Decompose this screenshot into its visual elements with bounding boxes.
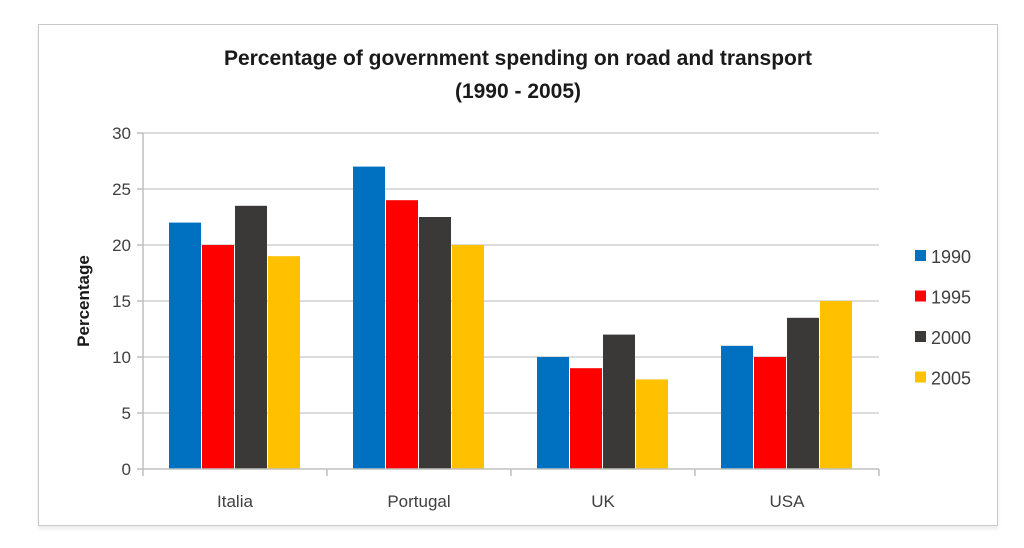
legend-label-1995: 1995 <box>931 288 971 308</box>
bar-uk-2005 <box>636 379 668 469</box>
bar-usa-2005 <box>820 301 852 469</box>
legend-swatch-2005 <box>915 371 926 383</box>
bar-usa-1995 <box>754 357 786 469</box>
bar-usa-2000 <box>787 317 819 469</box>
y-tick-label: 10 <box>112 348 131 367</box>
chart-subtitle: (1990 - 2005) <box>455 80 581 103</box>
bar-italia-2005 <box>268 256 300 469</box>
x-axis: Italia Portugal UK USA <box>142 468 880 511</box>
legend-swatch-1995 <box>915 290 926 302</box>
bar-uk-1990 <box>537 357 569 469</box>
legend-label-1990: 1990 <box>931 247 971 267</box>
legend-swatch-2000 <box>915 331 926 342</box>
bars <box>169 166 852 470</box>
bar-uk-2000 <box>603 334 635 469</box>
legend-label-2005: 2005 <box>931 369 971 389</box>
y-tick-label: 30 <box>112 124 131 143</box>
y-axis-ticks: 0 5 10 15 20 25 30 <box>112 124 144 479</box>
legend: 1990 1995 2000 2005 <box>915 247 971 389</box>
bar-usa-1990 <box>721 345 753 469</box>
y-tick-label: 5 <box>122 404 131 423</box>
legend-swatch-1990 <box>915 250 926 261</box>
y-tick-label: 0 <box>122 460 131 479</box>
bar-portugal-2000 <box>419 217 451 469</box>
x-category-label: USA <box>770 492 806 511</box>
bar-italia-2000 <box>235 205 267 470</box>
bar-portugal-1995 <box>386 200 418 469</box>
bar-portugal-2005 <box>452 245 484 469</box>
chart-title: Percentage of government spending on roa… <box>224 47 812 70</box>
x-category-label: UK <box>591 492 615 511</box>
y-tick-label: 20 <box>112 236 131 255</box>
y-tick-label: 15 <box>112 292 131 311</box>
bar-uk-1995 <box>570 368 602 469</box>
bar-portugal-1990 <box>353 166 385 469</box>
bar-italia-1990 <box>169 222 201 469</box>
y-axis-label: Percentage <box>74 255 93 347</box>
y-tick-label: 25 <box>112 180 131 199</box>
x-category-label: Italia <box>217 492 253 511</box>
legend-label-2000: 2000 <box>931 328 971 348</box>
x-category-label: Portugal <box>387 492 450 511</box>
bar-italia-1995 <box>202 245 234 469</box>
